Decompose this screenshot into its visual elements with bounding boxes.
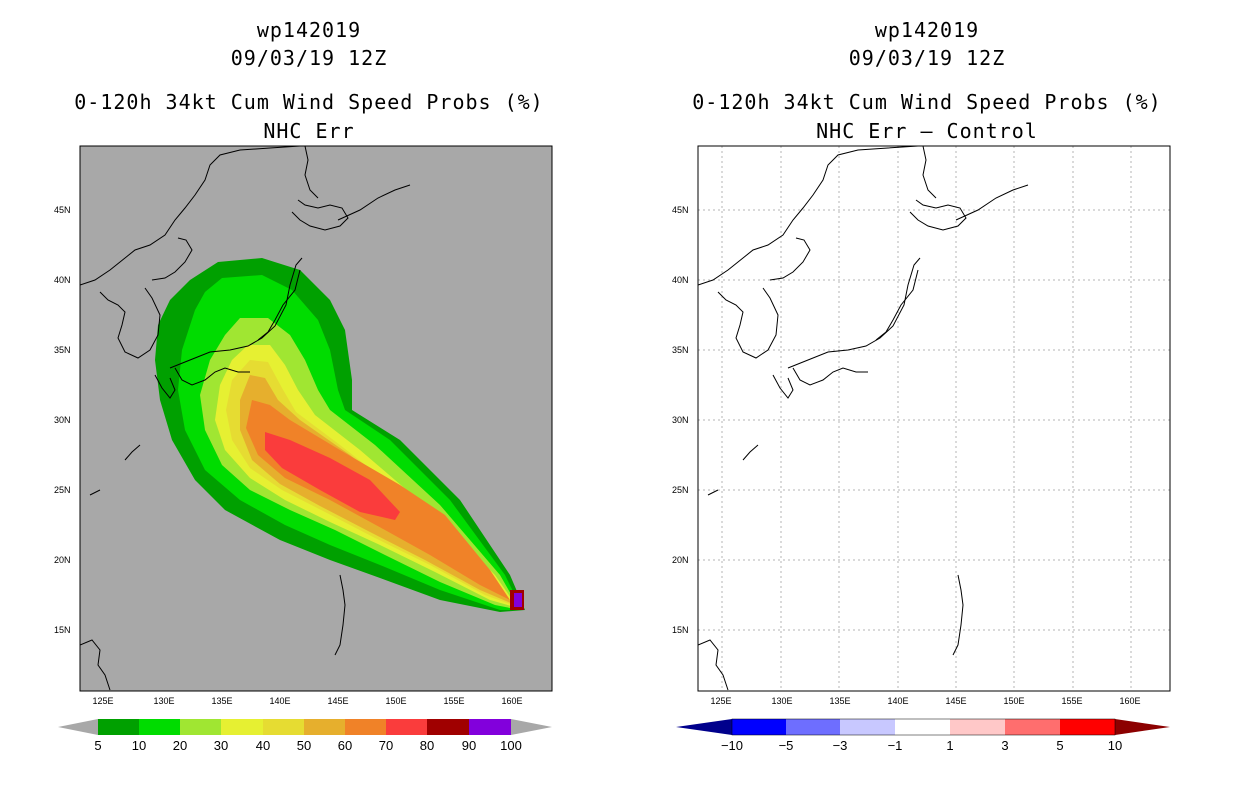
lon-label: 135E [829,696,850,706]
colorbar-swatch [304,719,345,735]
colorbar-label: 90 [462,738,476,753]
lat-label: 15N [54,625,71,635]
lon-label: 140E [269,696,290,706]
lat-label: 20N [672,555,689,565]
lat-label: 15N [672,625,689,635]
product-title: 0-120h 34kt Cum Wind Speed Probs (%) [692,90,1162,114]
colorbar-swatch [263,719,304,735]
date-title: 09/03/19 12Z [230,46,388,70]
colorbar-swatch [786,719,840,735]
colorbar-label: 30 [214,738,228,753]
lon-label: 160E [1119,696,1140,706]
right-map-background [698,146,1170,691]
colorbar-label: 10 [132,738,146,753]
colorbar-swatch [98,719,139,735]
colorbar-high-arrow [1115,719,1170,735]
colorbar-label: 3 [1001,738,1008,753]
lat-label: 25N [54,485,71,495]
lon-label: 125E [710,696,731,706]
colorbar-label: −5 [779,738,794,753]
colorbar-label: 50 [297,738,311,753]
colorbar-swatch [427,719,469,735]
lat-label: 35N [672,345,689,355]
colorbar-label: −3 [833,738,848,753]
colorbar-label: 5 [1056,738,1063,753]
colorbar-low-arrow [676,719,732,735]
lat-label: 40N [672,275,689,285]
left-map-svg: 45N 40N 35N 30N 25N 20N 15N 125E 130E 13… [54,145,553,753]
colorbar-high-arrow [511,719,552,735]
lon-label: 125E [92,696,113,706]
colorbar-swatch [386,719,427,735]
storm-id-title: wp142019 [256,18,362,42]
lon-label: 145E [327,696,348,706]
colorbar-swatch [469,719,511,735]
colorbar-label: 60 [338,738,352,753]
colorbar-swatch [1005,719,1060,735]
colorbar-swatch [895,719,950,735]
left-lon-labels: 125E 130E 135E 140E 145E 150E 155E 160E [92,696,522,706]
right-lon-labels: 125E 130E 135E 140E 145E 150E 155E 160E [710,696,1140,706]
subtitle: NHC Err [263,119,355,143]
lon-label: 150E [1003,696,1024,706]
date-title: 09/03/19 12Z [848,46,1006,70]
colorbar-outline [731,718,1116,736]
colorbar-swatch [180,719,221,735]
left-panel: wp142019 09/03/19 12Z 0-120h 34kt Cum Wi… [54,18,553,753]
lon-label: 135E [211,696,232,706]
product-title: 0-120h 34kt Cum Wind Speed Probs (%) [74,90,544,114]
left-map-frame [79,145,553,692]
colorbar-label: 80 [420,738,434,753]
lon-label: 140E [887,696,908,706]
lat-label: 30N [672,415,689,425]
lat-label: 35N [54,345,71,355]
prob-band-100 [514,593,522,607]
colorbar-label: 100 [500,738,522,753]
colorbar-swatch [950,719,1005,735]
lon-label: 155E [1061,696,1082,706]
colorbar-label: 70 [379,738,393,753]
lon-label: 155E [443,696,464,706]
colorbar-swatch [345,719,386,735]
colorbar-label: 1 [946,738,953,753]
colorbar-swatch [139,719,180,735]
colorbar-swatch [1060,719,1115,735]
right-colorbar: −10 −5 −3 −1 1 3 5 10 [676,718,1170,753]
colorbar-swatch [840,719,895,735]
left-lat-labels: 45N 40N 35N 30N 25N 20N 15N [54,205,71,635]
colorbar-label: 10 [1108,738,1122,753]
colorbar-label: 5 [94,738,101,753]
colorbar-label: −1 [888,738,903,753]
lon-label: 130E [153,696,174,706]
left-colorbar: 5 10 20 30 40 50 60 70 80 90 100 [58,719,552,753]
lon-label: 130E [771,696,792,706]
lat-label: 30N [54,415,71,425]
lat-label: 45N [672,205,689,215]
lon-label: 160E [501,696,522,706]
colorbar-swatch [221,719,263,735]
right-lat-labels: 45N 40N 35N 30N 25N 20N 15N [672,205,689,635]
colorbar-swatch [732,719,786,735]
lon-label: 145E [945,696,966,706]
prob-band-70 [265,432,400,520]
lat-label: 40N [54,275,71,285]
subtitle: NHC Err – Control [816,119,1038,143]
lon-label: 150E [385,696,406,706]
right-map-frame [697,145,1171,692]
lat-label: 25N [672,485,689,495]
colorbar-label: 20 [173,738,187,753]
lat-label: 20N [54,555,71,565]
lat-label: 45N [54,205,71,215]
storm-id-title: wp142019 [874,18,980,42]
right-coastlines [698,146,1029,691]
right-gridlines [698,146,1170,691]
right-map-svg: 45N 40N 35N 30N 25N 20N 15N 125E 130E 13… [672,145,1171,753]
right-panel: wp142019 09/03/19 12Z 0-120h 34kt Cum Wi… [618,0,1236,800]
colorbar-label: 40 [256,738,270,753]
colorbar-label: −10 [721,738,743,753]
left-coastlines [80,146,411,691]
colorbar-low-arrow [58,719,98,735]
